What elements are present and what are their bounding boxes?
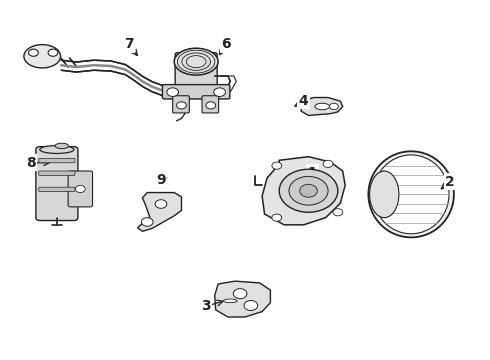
Circle shape <box>28 49 38 56</box>
Circle shape <box>155 200 167 208</box>
Circle shape <box>233 289 247 299</box>
Circle shape <box>272 214 282 221</box>
Circle shape <box>214 88 225 96</box>
FancyBboxPatch shape <box>39 187 75 192</box>
FancyBboxPatch shape <box>36 147 78 221</box>
Circle shape <box>142 218 153 226</box>
Text: 1: 1 <box>308 166 318 180</box>
Circle shape <box>75 185 85 193</box>
Circle shape <box>176 102 186 109</box>
Ellipse shape <box>174 48 218 75</box>
Text: 8: 8 <box>26 156 36 170</box>
Polygon shape <box>215 281 270 317</box>
Circle shape <box>244 301 258 311</box>
Ellipse shape <box>315 103 330 110</box>
Ellipse shape <box>223 299 237 303</box>
Circle shape <box>333 209 343 216</box>
Polygon shape <box>138 193 181 231</box>
Ellipse shape <box>24 45 61 68</box>
FancyBboxPatch shape <box>202 96 219 113</box>
Text: 5: 5 <box>324 177 334 191</box>
Text: 3: 3 <box>201 299 211 313</box>
Text: 9: 9 <box>156 173 166 187</box>
Ellipse shape <box>55 143 69 149</box>
Polygon shape <box>301 98 343 116</box>
FancyBboxPatch shape <box>39 158 75 163</box>
Circle shape <box>206 102 216 109</box>
Polygon shape <box>61 60 174 97</box>
FancyBboxPatch shape <box>172 96 189 113</box>
Polygon shape <box>174 87 186 121</box>
Ellipse shape <box>373 155 449 234</box>
Text: 6: 6 <box>221 37 231 51</box>
Ellipse shape <box>369 171 399 218</box>
FancyBboxPatch shape <box>39 171 75 175</box>
Ellipse shape <box>368 151 454 237</box>
FancyBboxPatch shape <box>68 171 93 207</box>
Text: 7: 7 <box>124 37 133 51</box>
FancyBboxPatch shape <box>175 53 217 89</box>
Circle shape <box>272 162 282 169</box>
FancyBboxPatch shape <box>162 85 230 99</box>
Circle shape <box>300 184 318 197</box>
Ellipse shape <box>40 145 74 153</box>
Circle shape <box>289 176 328 205</box>
Text: 4: 4 <box>299 94 309 108</box>
Circle shape <box>323 160 333 167</box>
Circle shape <box>167 88 178 96</box>
Circle shape <box>330 103 338 110</box>
Circle shape <box>48 49 58 56</box>
Circle shape <box>279 169 338 212</box>
Text: 2: 2 <box>445 175 455 189</box>
Polygon shape <box>262 157 345 225</box>
